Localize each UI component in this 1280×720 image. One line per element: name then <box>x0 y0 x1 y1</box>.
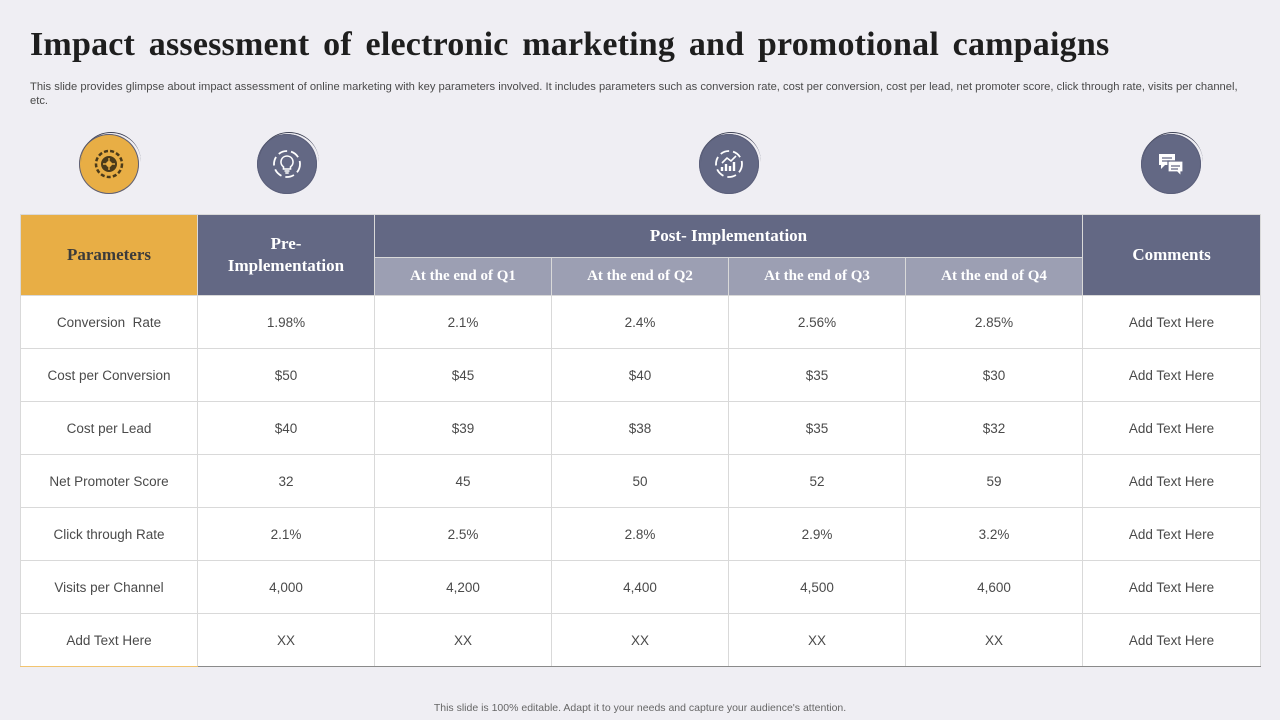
table-row: Visits per Channel 4,000 4,200 4,400 4,5… <box>20 560 1262 614</box>
footer-note: This slide is 100% editable. Adapt it to… <box>433 702 847 714</box>
table-row: Cost per Conversion $50 $45 $40 $35 $30 … <box>20 348 1262 402</box>
chat-bubbles-icon <box>1141 132 1203 194</box>
cell-pre: XX <box>197 613 375 667</box>
header-post-implementation: Post- Implementation <box>373 214 1084 258</box>
cell-parameter: Visits per Channel <box>20 560 198 614</box>
network-gear-icon <box>79 132 141 194</box>
cell-pre: $40 <box>197 401 375 455</box>
cell-q2: $38 <box>551 401 729 455</box>
cell-q3: 2.9% <box>728 507 906 561</box>
cell-q3: $35 <box>728 348 906 402</box>
cell-q4: 2.85% <box>904 295 1084 349</box>
cell-comment: Add Text Here <box>1082 613 1262 667</box>
cell-parameter: Conversion Rate <box>20 295 198 349</box>
header-pre-implementation: Pre- Implementation <box>197 214 375 296</box>
cell-comment: Add Text Here <box>1082 401 1262 455</box>
cell-parameter: Cost per Conversion <box>20 348 198 402</box>
cell-q2: $40 <box>551 348 729 402</box>
cell-q1: XX <box>374 613 552 667</box>
page-subtitle: This slide provides glimpse about impact… <box>30 81 1238 107</box>
cell-q4: 59 <box>904 454 1084 508</box>
cell-q2: 2.8% <box>551 507 729 561</box>
cell-q2: XX <box>551 613 729 667</box>
header-q1: At the end of Q1 <box>374 257 552 296</box>
cell-q2: 2.4% <box>551 295 729 349</box>
cell-pre: 32 <box>197 454 375 508</box>
cell-q3: 52 <box>728 454 906 508</box>
cell-q3: 4,500 <box>728 560 906 614</box>
cell-comment: Add Text Here <box>1082 295 1262 349</box>
cell-parameter: Net Promoter Score <box>20 454 198 508</box>
header-q3: At the end of Q3 <box>728 257 906 296</box>
cell-pre: 4,000 <box>197 560 375 614</box>
impact-table: Parameters Pre- Implementation Post- Imp… <box>20 214 1262 667</box>
cell-parameter: Cost per Lead <box>20 401 198 455</box>
cell-q3: XX <box>728 613 906 667</box>
cell-pre: $50 <box>197 348 375 402</box>
header-parameters: Parameters <box>20 214 198 296</box>
cell-q1: 45 <box>374 454 552 508</box>
cell-q4: XX <box>904 613 1084 667</box>
cell-q1: $45 <box>374 348 552 402</box>
cell-q4: $32 <box>904 401 1084 455</box>
cell-comment: Add Text Here <box>1082 348 1262 402</box>
cell-q1: 4,200 <box>374 560 552 614</box>
cell-q3: $35 <box>728 401 906 455</box>
cell-q2: 50 <box>551 454 729 508</box>
cell-parameter: Click through Rate <box>20 507 198 561</box>
cell-q2: 4,400 <box>551 560 729 614</box>
cell-pre: 2.1% <box>197 507 375 561</box>
cell-q4: $30 <box>904 348 1084 402</box>
table-row: Cost per Lead $40 $39 $38 $35 $32 Add Te… <box>20 401 1262 455</box>
header-q2: At the end of Q2 <box>551 257 729 296</box>
table-row: Click through Rate 2.1% 2.5% 2.8% 2.9% 3… <box>20 507 1262 561</box>
growth-chart-icon <box>699 132 761 194</box>
cell-q1: $39 <box>374 401 552 455</box>
cell-q1: 2.5% <box>374 507 552 561</box>
cell-q4: 3.2% <box>904 507 1084 561</box>
header-q4: At the end of Q4 <box>904 257 1084 296</box>
cell-comment: Add Text Here <box>1082 507 1262 561</box>
cell-q1: 2.1% <box>374 295 552 349</box>
table-row: Conversion Rate 1.98% 2.1% 2.4% 2.56% 2.… <box>20 295 1262 349</box>
cell-comment: Add Text Here <box>1082 560 1262 614</box>
table-row: Net Promoter Score 32 45 50 52 59 Add Te… <box>20 454 1262 508</box>
lightbulb-cycle-icon <box>257 132 319 194</box>
header-comments: Comments <box>1082 214 1262 296</box>
cell-parameter: Add Text Here <box>20 613 198 667</box>
table-row: Add Text Here XX XX XX XX XX Add Text He… <box>20 613 1262 667</box>
page-title: Impact assessment of electronic marketin… <box>30 26 1110 63</box>
cell-pre: 1.98% <box>197 295 375 349</box>
cell-comment: Add Text Here <box>1082 454 1262 508</box>
cell-q3: 2.56% <box>728 295 906 349</box>
cell-q4: 4,600 <box>904 560 1084 614</box>
